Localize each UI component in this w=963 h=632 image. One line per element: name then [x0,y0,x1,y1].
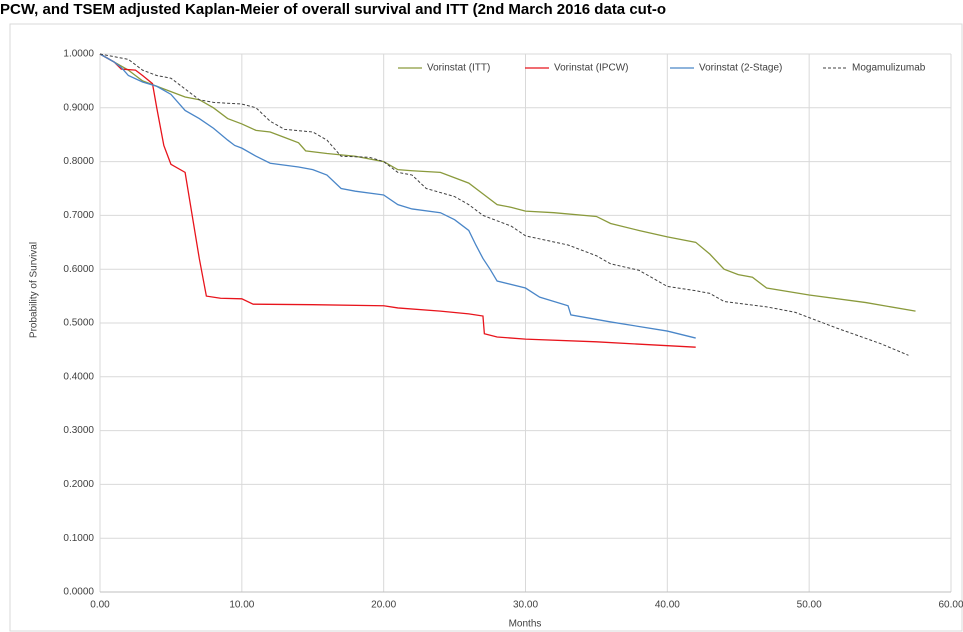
series-line [99,53,909,356]
series-line [99,53,916,312]
legend-label: Vorinstat (2-Stage) [699,63,782,74]
x-axis-label: Months [509,619,542,630]
y-tick-label: 0.2000 [63,479,94,490]
series-line [99,53,696,348]
series-line [99,53,696,339]
y-tick-label: 0.0000 [63,587,94,598]
x-tick-label: 60.00 [938,600,963,611]
chart-title: PCW, and TSEM adjusted Kaplan-Meier of o… [0,1,666,18]
legend-label: Vorinstat (ITT) [427,63,490,74]
y-axis-label: Probability of Survival [29,242,40,338]
y-tick-label: 0.9000 [63,102,94,113]
y-tick-label: 0.3000 [63,425,94,436]
x-tick-label: 30.00 [513,600,538,611]
x-tick-label: 40.00 [655,600,680,611]
x-tick-label: 50.00 [797,600,822,611]
y-tick-label: 0.5000 [63,318,94,329]
y-tick-label: 0.1000 [63,533,94,544]
legend-label: Vorinstat (IPCW) [554,63,628,74]
y-tick-label: 1.0000 [63,49,94,60]
x-tick-label: 20.00 [371,600,396,611]
x-tick-label: 0.00 [90,600,110,611]
legend-label: Mogamulizumab [852,63,926,74]
x-tick-label: 10.00 [229,600,254,611]
y-tick-label: 0.4000 [63,371,94,382]
y-tick-label: 0.7000 [63,210,94,221]
chart-frame [9,23,963,632]
y-tick-label: 0.6000 [63,264,94,275]
y-tick-label: 0.8000 [63,156,94,167]
